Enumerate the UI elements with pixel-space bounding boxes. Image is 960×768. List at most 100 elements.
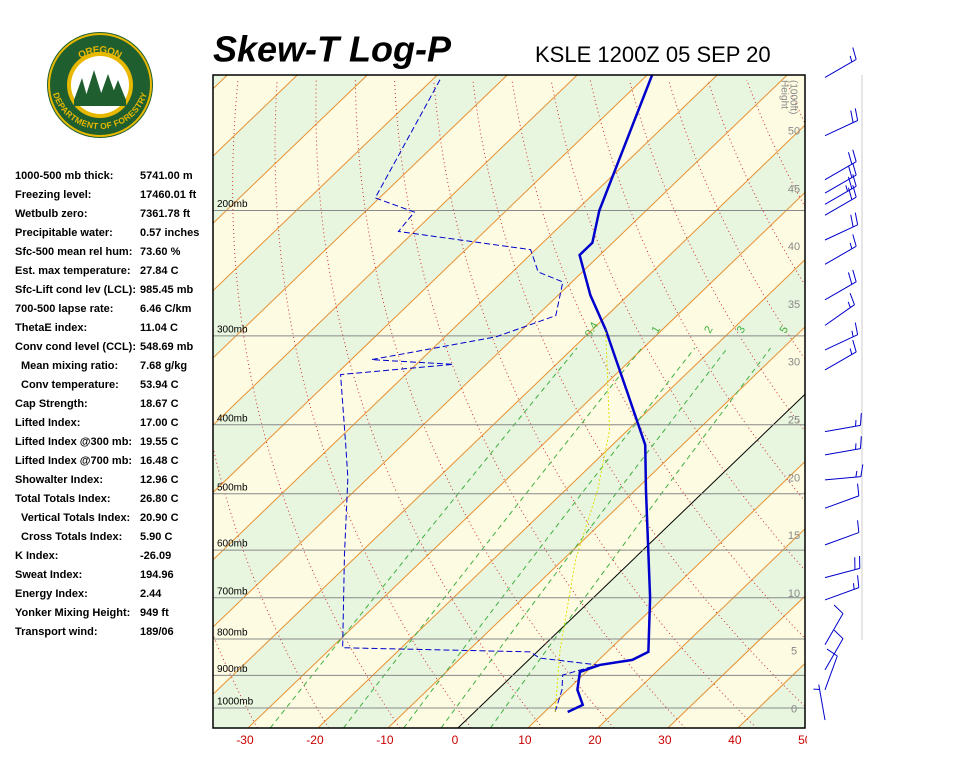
index-label: Est. max temperature: (15, 265, 131, 277)
logo-rim (48, 33, 152, 137)
y-tick-label: 500mb (217, 482, 248, 493)
y-tick-label: 900mb (217, 664, 248, 675)
mixing-ratio-label: 5 (778, 324, 791, 335)
isotherm (457, 393, 805, 728)
index-value: 949 ft (140, 607, 169, 619)
dry-adiabat (274, 79, 472, 728)
index-label: Sfc-Lift cond lev (LCL): (15, 284, 136, 296)
index-value: -26.09 (140, 550, 171, 562)
indices: 1000-500 mb thick: 5741.00 m Freezing leve… (15, 170, 199, 638)
temperature-band (213, 75, 805, 695)
y-tick-label: 600mb (217, 539, 248, 550)
index-value: 27.84 C (140, 265, 179, 277)
index-value: 53.94 C (140, 379, 179, 391)
index-value: 18.67 C (140, 398, 179, 410)
profile-line (567, 75, 654, 714)
index-value: 189/06 (140, 626, 174, 638)
index-label: Energy Index: (15, 588, 88, 600)
isotherm (387, 326, 805, 728)
index-label: Total Totals Index: (15, 493, 111, 505)
temperature-band (808, 75, 960, 728)
index-label: 700-500 lapse rate: (15, 303, 113, 315)
index-value: 985.45 mb (140, 284, 193, 296)
wind-barb (824, 149, 857, 181)
dry-adiabat (942, 80, 960, 728)
isotherm (213, 124, 805, 696)
dry-adiabat (785, 79, 805, 125)
mixing-ratio-line (403, 347, 696, 728)
index-label: Vertical Totals Index: (21, 512, 130, 524)
isotherm (247, 191, 805, 728)
wind-barb (824, 47, 857, 78)
x-axis: -30 -20 -10 0 10 20 30 40 50 (236, 733, 812, 747)
mixing-ratio-label: 3 (735, 324, 748, 335)
y2-tick-label: 45 (788, 183, 800, 195)
isotherm (667, 595, 805, 728)
mixing-ratio-label: 1 (650, 324, 663, 335)
index-value: 11.04 C (140, 322, 178, 334)
index-value: 19.55 C (140, 436, 179, 448)
dry-adiabat (232, 79, 401, 728)
isotherm (527, 460, 805, 728)
logo-trees (74, 70, 126, 102)
index-label: Wetbulb zero: (15, 208, 88, 220)
diagram-data (340, 75, 654, 714)
dry-adiabat (511, 79, 805, 640)
x-tick-label: -10 (376, 733, 394, 747)
y2-axis-label: Height (778, 80, 789, 109)
wind-barb (824, 234, 857, 265)
index-label: Transport wind: (15, 626, 98, 638)
index-value: 26.80 C (140, 493, 179, 505)
wind-barb (824, 436, 862, 456)
logo-ground (74, 100, 126, 106)
index-label: Conv temperature: (21, 379, 119, 391)
mixing-ratio-label: 2 (702, 324, 715, 335)
dry-adiabat (825, 80, 960, 728)
y-tick-label: 800mb (217, 628, 248, 639)
logo-top-path: OREGON (76, 44, 123, 61)
dry-adiabat (903, 80, 960, 728)
index-label: Yonker Mixing Height: (15, 607, 130, 619)
wind-barb (824, 174, 857, 205)
index-value: 16.48 C (140, 455, 179, 467)
index-value: 5.90 C (140, 531, 172, 543)
y2-tick-label: 0 (791, 703, 797, 715)
index-value: 20.90 C (140, 512, 179, 524)
index-value: 73.60 % (140, 246, 181, 258)
isotherm (213, 75, 368, 225)
wind-barb (824, 108, 859, 137)
isotherm (878, 75, 960, 728)
index-label: Lifted Index: (15, 417, 80, 429)
isotherm (213, 75, 438, 292)
wind-barb (813, 684, 826, 721)
wind-barb (824, 604, 844, 645)
x-tick-label: 50 (798, 733, 812, 747)
index-label: Lifted Index @300 mb: (15, 436, 132, 448)
index-value: 7.68 g/kg (140, 360, 187, 372)
wind-barb (824, 520, 860, 546)
y-tick-label: 700mb (217, 586, 248, 597)
dry-adiabat (668, 79, 805, 361)
wind-barb (824, 212, 859, 241)
index-value: 12.96 C (140, 474, 179, 486)
isotherm (597, 528, 805, 728)
y-tick-label: 200mb (217, 199, 248, 210)
index-value: 5741.00 m (140, 170, 193, 182)
index-value: 6.46 C/km (140, 303, 192, 315)
index-label: Freezing level: (15, 189, 91, 201)
x-tick-label: -30 (236, 733, 254, 747)
chart-subtitle: KSLE 1200Z 05 SEP 20 (535, 42, 771, 67)
index-label: Showalter Index: (15, 474, 103, 486)
wind-barb (824, 575, 860, 601)
index-value: 194.96 (140, 569, 174, 581)
wind-barb (824, 292, 855, 326)
y2-tick-label: 10 (788, 588, 800, 600)
wind-barb (824, 483, 860, 509)
x-tick-label: 10 (518, 733, 532, 747)
index-label: Mean mixing ratio: (21, 360, 118, 372)
y-tick-label: 300mb (217, 324, 248, 335)
index-label: Precipitable water: (15, 227, 113, 239)
x-tick-label: 40 (728, 733, 742, 747)
diagram-background: 0.4 1 2 3 51000mb900mb800mb700mb600mb500mb40… (213, 75, 960, 728)
